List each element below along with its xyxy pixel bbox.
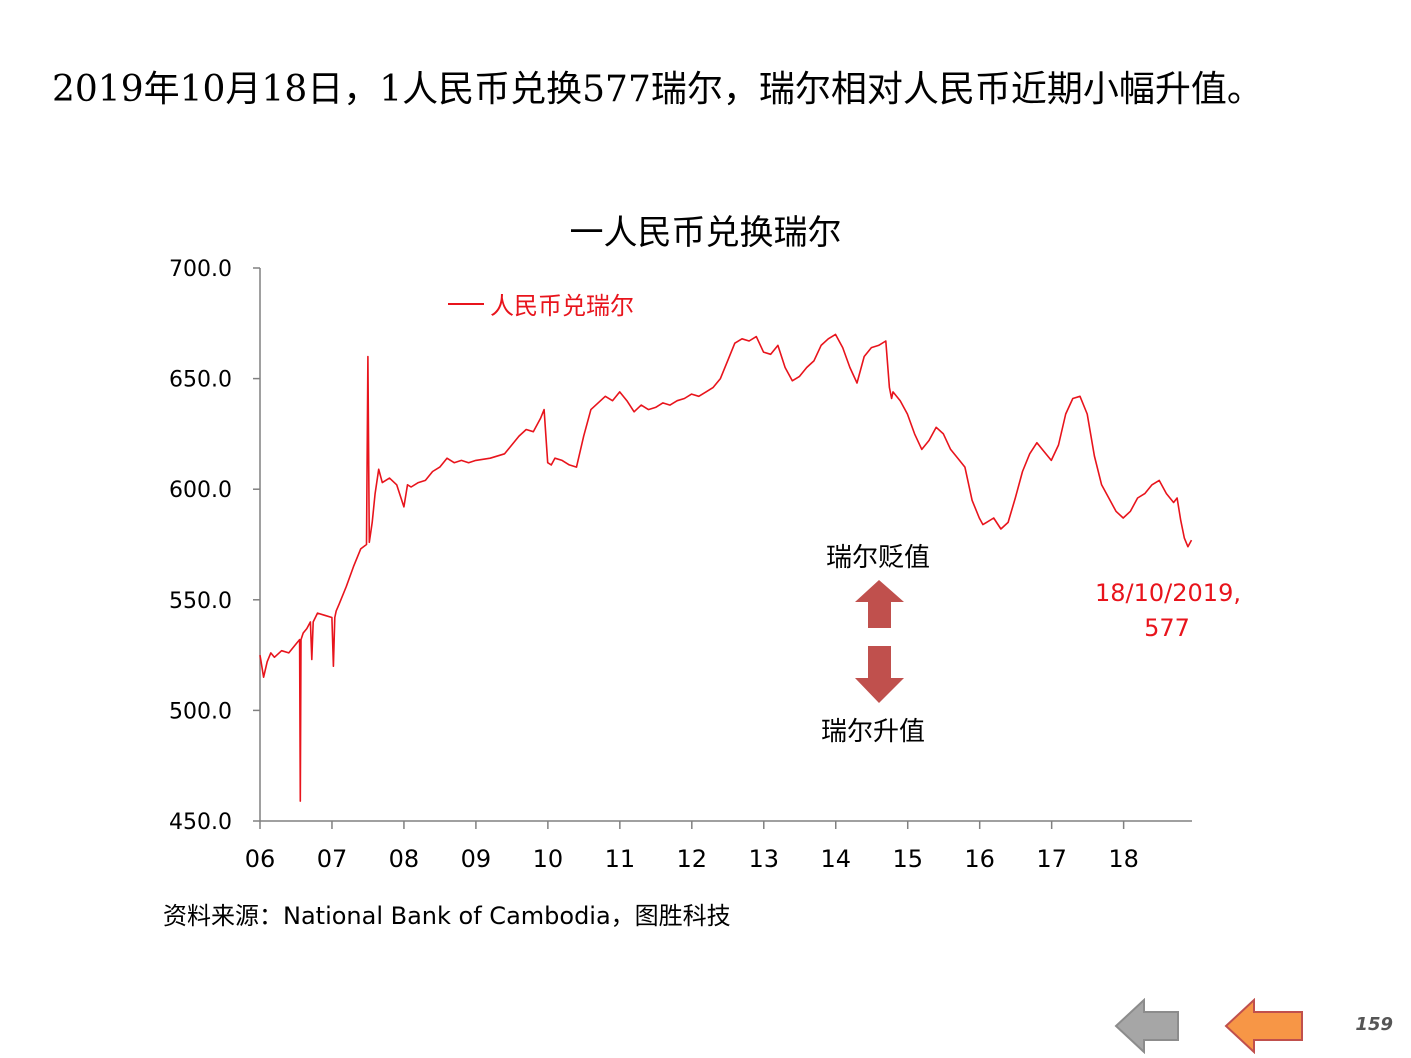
- y-tick-label: 700.0: [169, 257, 232, 282]
- series-layer: [259, 333, 1193, 802]
- y-tick-label: 650.0: [169, 368, 232, 393]
- x-tick-label: 07: [317, 845, 348, 873]
- prev-page-button[interactable]: [1114, 998, 1182, 1054]
- depreciation-label: 瑞尔贬值: [826, 543, 930, 573]
- chart-annotations: 瑞尔贬值 瑞尔升值 18/10/2019, 577: [821, 543, 1241, 747]
- x-tick-label: 10: [533, 845, 564, 873]
- x-tick-label: 09: [461, 845, 492, 873]
- x-tick-label: 08: [389, 845, 420, 873]
- x-tick-label: 18: [1108, 845, 1139, 873]
- page-headline: 2019年10月18日，1人民币兑换577瑞尔，瑞尔相对人民币近期小幅升值。: [52, 69, 1263, 110]
- y-tick-label: 550.0: [169, 589, 232, 614]
- y-tick-label: 500.0: [169, 699, 232, 724]
- x-tick-label: 14: [820, 845, 851, 873]
- last-point-value-label: 577: [1144, 614, 1190, 642]
- legend-label: 人民币兑瑞尔: [490, 292, 634, 320]
- x-tick-label: 12: [677, 845, 708, 873]
- x-tick-label: 13: [749, 845, 780, 873]
- source-note: 资料来源：National Bank of Cambodia，图胜科技: [163, 902, 731, 930]
- x-tick-label: 15: [892, 845, 923, 873]
- appreciation-label: 瑞尔升值: [821, 717, 925, 747]
- series-line: [259, 333, 1193, 802]
- y-tick-labels: 700.0 650.0 600.0 550.0 500.0 450.0: [169, 257, 232, 835]
- up-arrow-icon: [855, 580, 904, 628]
- y-tick-label: 450.0: [169, 810, 232, 835]
- x-tick-label: 06: [245, 845, 276, 873]
- chart-title: 一人民币兑换瑞尔: [569, 213, 842, 253]
- x-tick-labels: 06 07 08 09 10 11 12 13 14 15 16 17 18: [245, 845, 1139, 873]
- left-arrow-icon: [1114, 998, 1179, 1054]
- y-tick-label: 600.0: [169, 478, 232, 503]
- last-point-date-label: 18/10/2019,: [1095, 579, 1241, 607]
- chart-axes: [253, 267, 1192, 829]
- x-tick-label: 11: [605, 845, 636, 873]
- next-page-button[interactable]: [1224, 998, 1306, 1054]
- x-tick-label: 17: [1036, 845, 1067, 873]
- chart-legend: 人民币兑瑞尔: [448, 292, 634, 320]
- left-arrow-icon: [1224, 998, 1303, 1054]
- down-arrow-icon: [855, 646, 904, 703]
- page-number: 159: [1355, 1014, 1393, 1035]
- x-tick-label: 16: [964, 845, 995, 873]
